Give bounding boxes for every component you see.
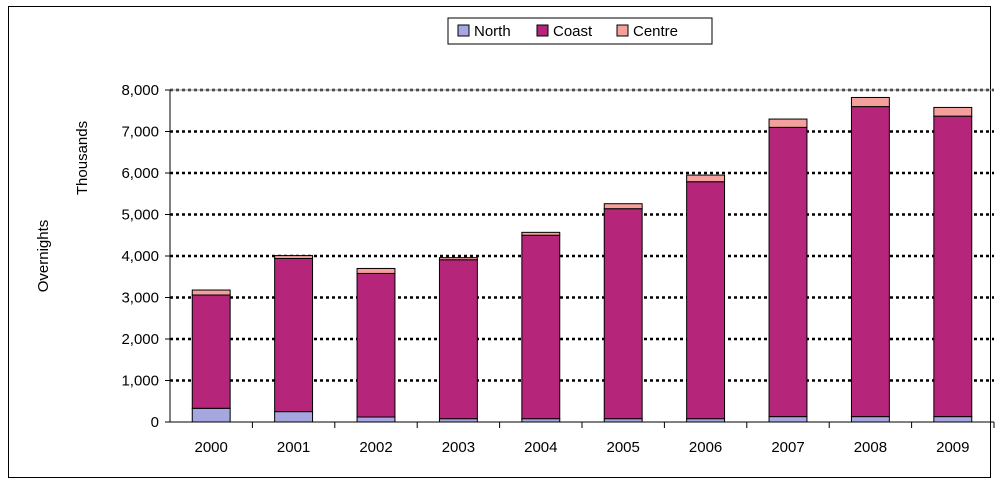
bar-segment-coast	[274, 257, 314, 413]
bar-segment-centre	[850, 96, 890, 108]
legend-swatch-coast	[536, 24, 549, 37]
x-tick-label: 2003	[442, 439, 475, 456]
bar-segment-coast	[933, 115, 973, 418]
bar-segment-coast	[356, 272, 396, 418]
x-tick-label: 2008	[854, 439, 887, 456]
bar-segment-coast	[686, 181, 726, 420]
bar-segment-north	[356, 416, 396, 423]
bar-segment-coast	[768, 126, 808, 418]
legend-label-coast: Coast	[553, 23, 593, 40]
chart-frame	[8, 6, 991, 478]
bar-segment-centre	[521, 231, 561, 236]
bar-segment-coast	[603, 208, 643, 420]
legend-swatch-centre	[616, 24, 629, 37]
bar-segment-centre	[686, 174, 726, 183]
bar-segment-centre	[933, 106, 973, 117]
bar-segment-north	[768, 416, 808, 423]
y-tick-label: 1,000	[121, 373, 159, 390]
bar-segment-centre	[603, 203, 643, 210]
legend-label-centre: Centre	[633, 23, 678, 40]
bar-segment-centre	[274, 255, 314, 259]
x-tick-label: 2004	[524, 439, 557, 456]
y-tick-label: 0	[151, 414, 159, 431]
x-tick-label: 2007	[771, 439, 804, 456]
y-tick-label: 6,000	[121, 165, 159, 182]
x-axis: 2000 2001 2002 2003 2004 2005 2006 2007 2008 2009	[170, 421, 995, 456]
y-tick-label: 7,000	[121, 124, 159, 141]
x-tick-label: 2000	[195, 439, 228, 456]
bar-segment-centre	[768, 118, 808, 128]
y-tick-label: 5,000	[121, 207, 159, 224]
legend-box	[447, 17, 713, 45]
y-axis: 0 1,000 2,000 3,000 4,000 5,000 6,000 7,000 8,00…	[121, 82, 171, 431]
legend: North Coast Centre	[447, 17, 713, 45]
x-tick-label: 2009	[936, 439, 969, 456]
x-tick-label: 2005	[607, 439, 640, 456]
bar-segment-north	[274, 411, 314, 423]
legend-label-north: North	[474, 23, 511, 40]
x-tick-label: 2002	[359, 439, 392, 456]
bar-segment-centre	[356, 267, 396, 274]
y-tick-label: 4,000	[121, 248, 159, 265]
y-tick-label: 2,000	[121, 331, 159, 348]
bar-segment-coast	[191, 294, 231, 409]
bar-segment-centre	[438, 257, 478, 261]
bar-segment-centre	[191, 289, 231, 296]
legend-swatch-north	[457, 24, 470, 37]
bar-segment-north	[191, 407, 231, 423]
y-axis-unit: Thousands	[74, 121, 91, 195]
y-axis-title: Overnights	[35, 220, 52, 293]
y-tick-label: 3,000	[121, 290, 159, 307]
bar-segment-coast	[521, 234, 561, 420]
x-tick-label: 2001	[277, 439, 310, 456]
bars	[191, 96, 973, 423]
x-tick-label: 2006	[689, 439, 722, 456]
bar-segment-coast	[850, 106, 890, 418]
bar-segment-coast	[438, 259, 478, 420]
bar-segment-north	[933, 416, 973, 423]
y-tick-label: 8,000	[121, 82, 159, 99]
bar-segment-north	[850, 416, 890, 423]
